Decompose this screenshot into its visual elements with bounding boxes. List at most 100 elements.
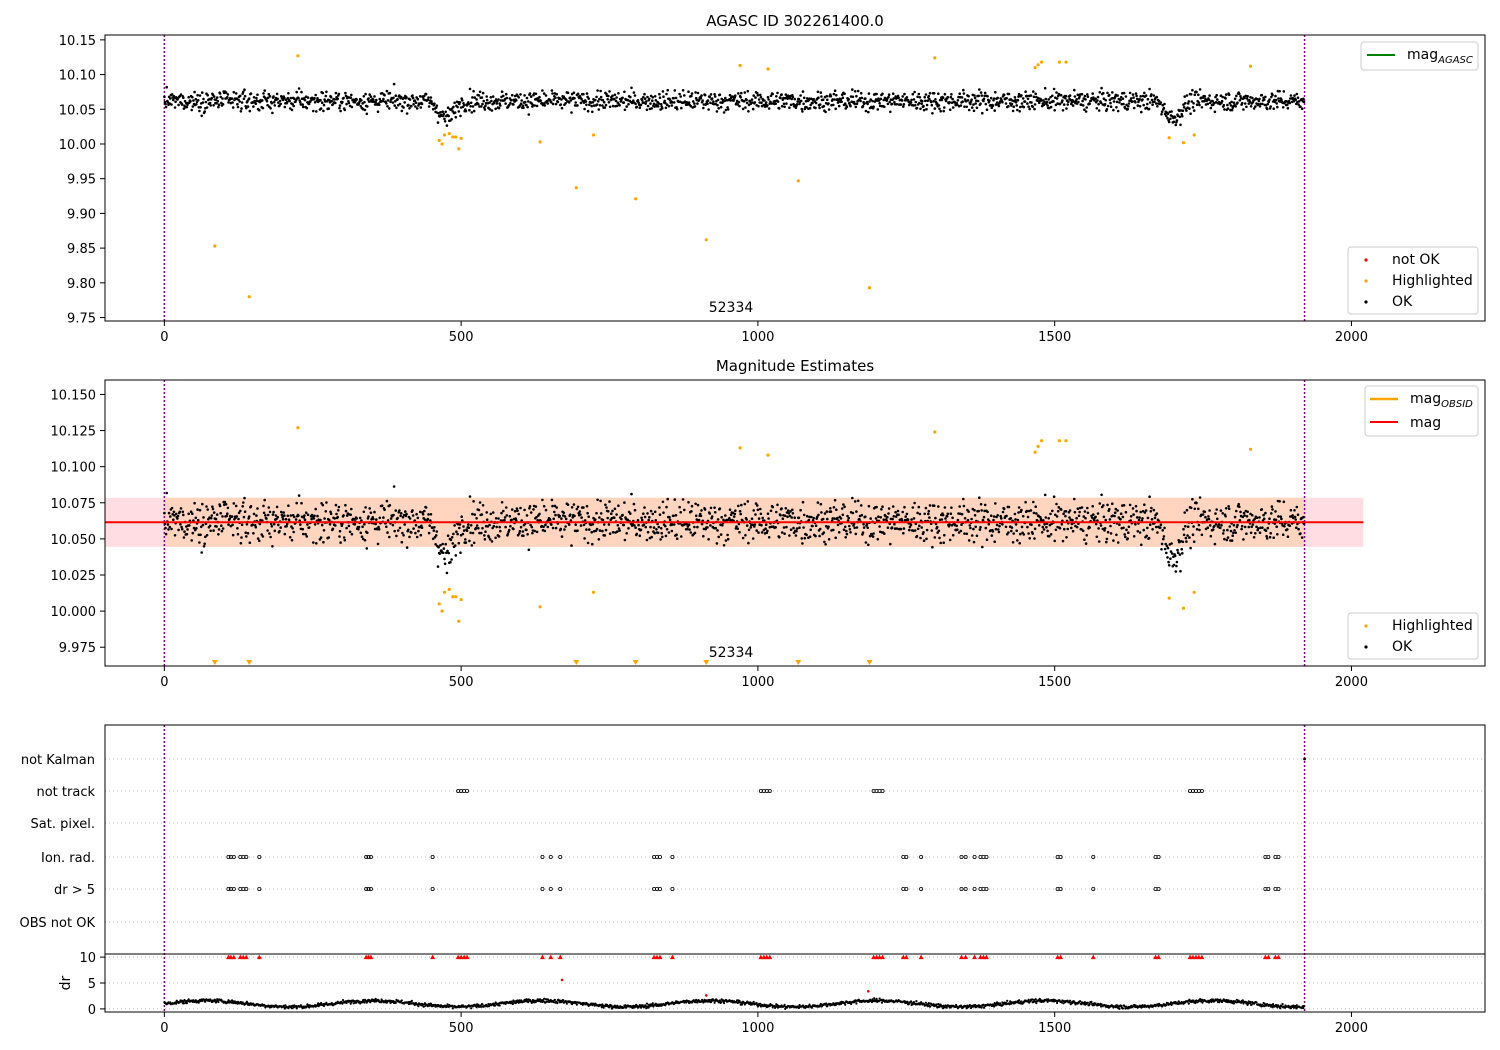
p2-ok-point [848, 528, 852, 531]
p2-ok-point [199, 525, 203, 529]
p2-ok-point [1033, 527, 1037, 531]
p2-ok-point [303, 514, 306, 517]
p2-ok-point [1091, 504, 1094, 508]
legend-highlighted-label: Highlighted [1392, 273, 1473, 289]
p2-ok-point [1257, 527, 1260, 530]
p1-ok-point [696, 102, 699, 105]
p2-highlighted-point [447, 587, 451, 592]
p1-ok-point [1055, 97, 1059, 100]
p2-ok-point [417, 529, 420, 533]
p2-ok-point [186, 528, 189, 531]
p1-ok-point [1222, 103, 1226, 107]
p2-ok-point [270, 525, 274, 528]
p1-ok-point [866, 102, 869, 106]
p2-ok-point [1181, 540, 1185, 544]
p1-ok-point [415, 107, 419, 110]
p2-ok-point [1164, 542, 1167, 546]
p2-ok-point [579, 524, 583, 527]
p1-ok-point [439, 111, 442, 114]
p2-ok-point [761, 516, 764, 520]
p2-ok-point [605, 506, 608, 509]
p1-ok-point [1083, 108, 1086, 111]
p1-ok-point [584, 100, 588, 103]
p1-ok-point [1173, 116, 1177, 119]
p2-ok-point [278, 529, 281, 533]
p1-ok-point [289, 96, 293, 100]
p1-ok-point [886, 102, 890, 106]
p2-ok-point [538, 512, 541, 516]
p2-ok-point [1242, 511, 1246, 515]
p1-ok-point [994, 90, 997, 94]
p2-ok-point [1226, 536, 1230, 539]
p1-ok-point [1007, 104, 1010, 108]
p1-ok-point [919, 107, 922, 111]
p2-ok-point [1096, 519, 1099, 522]
p1-ok-point [1080, 92, 1084, 96]
panel-magnitude-obsid-label: 52334 [709, 645, 754, 661]
p2-ok-point [890, 526, 894, 529]
p2-ok-point [315, 542, 318, 545]
p2-ok-point [521, 530, 525, 533]
p2-ok-point [599, 512, 603, 515]
p2-ok-point [1250, 525, 1253, 529]
p1-ok-point [887, 95, 890, 99]
p1-ok-point [469, 105, 472, 108]
dr-gt5-point [368, 887, 373, 892]
p2-ok-point [1184, 525, 1187, 528]
p1-ok-point [1182, 103, 1185, 106]
p1-ok-point [271, 111, 274, 115]
p2-ok-point [164, 532, 168, 536]
p2-ok-point [580, 516, 583, 519]
p2-ok-point [833, 498, 837, 502]
p1-ok-point [595, 95, 598, 99]
p1-ok-point [1028, 107, 1031, 111]
p2-ok-point [1183, 511, 1186, 514]
p1-ok-point [665, 103, 669, 106]
p2-ok-point [1226, 528, 1229, 532]
p1-ok-point [1116, 94, 1119, 97]
p1-ok-point [840, 93, 844, 96]
p1-ok-point [1127, 102, 1131, 105]
p2-ok-point [1144, 509, 1148, 512]
p2-ok-point [445, 571, 449, 575]
p2-ok-point [1186, 525, 1190, 528]
p1-ok-point [1112, 100, 1116, 103]
p1-ok-point [635, 105, 639, 109]
p2-ok-point [1105, 537, 1109, 541]
p2-ok-point [263, 498, 267, 502]
p2-ok-point [654, 519, 658, 522]
p2-ok-point [322, 540, 325, 544]
p2-ok-point [1252, 536, 1256, 539]
p2-ok-point [639, 528, 643, 532]
p2-ok-point [485, 511, 489, 514]
p1-ok-point [637, 101, 640, 104]
p1-ok-point [821, 98, 825, 101]
p1-ok-point [958, 92, 961, 95]
p2-ok-point [237, 517, 240, 521]
dr-point [204, 1000, 207, 1003]
p1-ok-point [1012, 105, 1015, 108]
p2-ok-point [818, 527, 822, 531]
p2-ok-point [423, 518, 427, 521]
p2-ok-point [369, 511, 373, 514]
p1-ok-point [980, 94, 983, 97]
p2-ok-point [648, 516, 651, 519]
p1-ok-point [495, 102, 499, 105]
p2-ok-point [293, 515, 296, 519]
p1-ok-point [1255, 97, 1259, 101]
dr-point [428, 1002, 431, 1005]
p2-ok-point [678, 505, 681, 509]
p1-ok-point [928, 91, 932, 95]
p1-ok-point [921, 99, 924, 103]
p1-ok-point [794, 106, 798, 109]
p1-ok-point [1005, 96, 1008, 100]
p2-ok-point [598, 529, 602, 532]
p1-ok-point [1097, 109, 1101, 112]
p2-ok-point [312, 541, 315, 544]
p1-ok-point [808, 106, 812, 110]
p2-ok-point [1189, 506, 1193, 510]
p1-ok-point [272, 95, 275, 98]
p2-ok-point [272, 522, 276, 526]
p2-ok-point [1113, 514, 1116, 518]
p2-ok-point [1211, 528, 1215, 531]
